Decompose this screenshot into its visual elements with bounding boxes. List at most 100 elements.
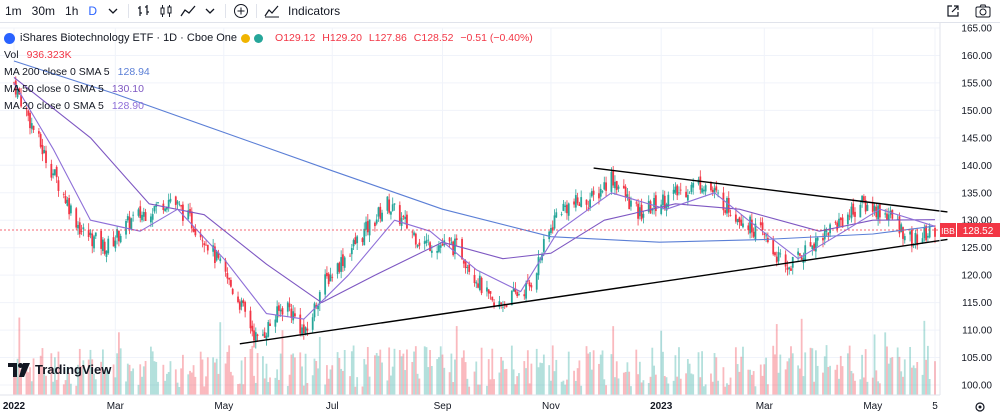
line-chart-icon[interactable] bbox=[177, 0, 199, 22]
volume-bar bbox=[626, 362, 629, 395]
candle-body bbox=[854, 211, 856, 217]
candle-body bbox=[441, 243, 444, 246]
candle-body bbox=[249, 310, 252, 329]
volume-bar bbox=[502, 360, 504, 395]
candle-body bbox=[550, 227, 552, 234]
volume-bar bbox=[726, 383, 728, 395]
volume-bar bbox=[413, 351, 415, 395]
candle-body bbox=[464, 261, 467, 269]
candle-body bbox=[331, 276, 334, 278]
ma200-value: 128.94 bbox=[117, 66, 150, 79]
candle-body bbox=[436, 251, 439, 253]
ma50-legend[interactable]: MA 50 close 0 SMA 5 130.10 bbox=[4, 81, 537, 98]
volume-bar bbox=[926, 345, 929, 395]
candle-body bbox=[699, 176, 702, 190]
volume-bar bbox=[850, 370, 853, 395]
volume-bar bbox=[256, 353, 259, 395]
legend-title[interactable]: iShares Biotechnology ETF · 1D · Cboe On… bbox=[20, 32, 238, 44]
candle-body bbox=[256, 334, 259, 336]
candle-body bbox=[628, 197, 631, 210]
candle-body bbox=[822, 237, 824, 241]
candle-body bbox=[77, 224, 79, 229]
candle-body bbox=[199, 233, 202, 238]
volume-bar bbox=[278, 379, 280, 395]
candle-body bbox=[566, 204, 568, 214]
price-tick: 130.00 bbox=[961, 216, 992, 227]
bar-chart-icon[interactable] bbox=[133, 0, 155, 22]
volume-bar bbox=[329, 369, 332, 395]
volume-bar bbox=[587, 353, 590, 395]
indicators-button[interactable]: Indicators bbox=[288, 4, 341, 18]
candles-icon[interactable] bbox=[155, 0, 177, 22]
camera-icon[interactable] bbox=[972, 0, 994, 22]
volume-bar bbox=[25, 368, 28, 395]
chevron-down-icon[interactable] bbox=[199, 0, 221, 22]
candle-body bbox=[400, 217, 403, 226]
volume-legend[interactable]: Vol 936.323K bbox=[4, 47, 537, 64]
volume-bar bbox=[553, 371, 556, 395]
interval-1h[interactable]: 1h bbox=[65, 4, 79, 18]
candle-body bbox=[340, 257, 343, 272]
candle-body bbox=[212, 245, 215, 252]
volume-bar bbox=[324, 384, 327, 395]
volume-bar bbox=[89, 349, 92, 395]
volume-bar bbox=[486, 385, 488, 395]
candle-body bbox=[75, 208, 78, 228]
volume-bar bbox=[925, 359, 928, 395]
candle-body bbox=[839, 217, 842, 221]
volume-bars bbox=[13, 317, 936, 395]
candle-body bbox=[688, 192, 691, 194]
candle-body bbox=[317, 305, 319, 310]
volume-bar bbox=[798, 368, 801, 395]
candle-body bbox=[50, 163, 53, 178]
candle-body bbox=[630, 200, 632, 207]
candle-body bbox=[848, 215, 851, 217]
indicators-icon[interactable] bbox=[261, 0, 283, 22]
volume-bar bbox=[155, 361, 158, 395]
candle-body bbox=[710, 182, 712, 191]
volume-bar bbox=[535, 348, 538, 395]
candle-body bbox=[462, 260, 465, 264]
volume-bar bbox=[576, 368, 579, 395]
candle-body bbox=[859, 204, 862, 218]
chevron-down-icon[interactable] bbox=[102, 0, 124, 22]
ma50-label: MA 50 close 0 SMA 5 bbox=[4, 83, 104, 96]
volume-bar bbox=[430, 366, 433, 395]
ma20-legend[interactable]: MA 20 close 0 SMA 5 128.90 bbox=[4, 98, 537, 115]
volume-bar bbox=[68, 372, 71, 395]
volume-bar bbox=[214, 362, 216, 395]
candle-body bbox=[363, 228, 366, 246]
plus-circle-icon[interactable] bbox=[230, 0, 252, 22]
time-tick: 2023 bbox=[650, 401, 673, 412]
volume-bar bbox=[500, 357, 503, 395]
settings-gear-icon[interactable] bbox=[975, 402, 985, 412]
ma50-value: 130.10 bbox=[111, 83, 144, 96]
volume-bar bbox=[747, 369, 750, 395]
tradingview-logo[interactable]: TradingView bbox=[8, 362, 111, 377]
candle-body bbox=[167, 199, 170, 207]
interval-1m[interactable]: 1m bbox=[5, 4, 22, 18]
candle-body bbox=[57, 180, 60, 191]
interval-1d[interactable]: D bbox=[88, 4, 98, 18]
candle-body bbox=[238, 301, 241, 310]
candle-body bbox=[141, 214, 143, 221]
volume-bar bbox=[304, 353, 307, 395]
time-tick: 5 bbox=[932, 401, 938, 412]
volume-bar bbox=[738, 371, 741, 395]
volume-bar bbox=[487, 359, 490, 395]
candle-body bbox=[576, 197, 579, 204]
candle-body bbox=[87, 230, 90, 237]
candle-body bbox=[884, 213, 887, 215]
volume-bar bbox=[836, 364, 839, 395]
volume-bar bbox=[699, 377, 702, 395]
candle-body bbox=[242, 300, 245, 304]
candle-body bbox=[679, 189, 682, 191]
candle-body bbox=[279, 309, 282, 312]
volume-bar bbox=[356, 377, 359, 395]
ma200-legend[interactable]: MA 200 close 0 SMA 5 128.94 bbox=[4, 64, 537, 81]
interval-30m[interactable]: 30m bbox=[31, 4, 56, 18]
share-icon[interactable] bbox=[942, 0, 964, 22]
candle-body bbox=[877, 205, 880, 220]
volume-bar bbox=[649, 376, 652, 395]
